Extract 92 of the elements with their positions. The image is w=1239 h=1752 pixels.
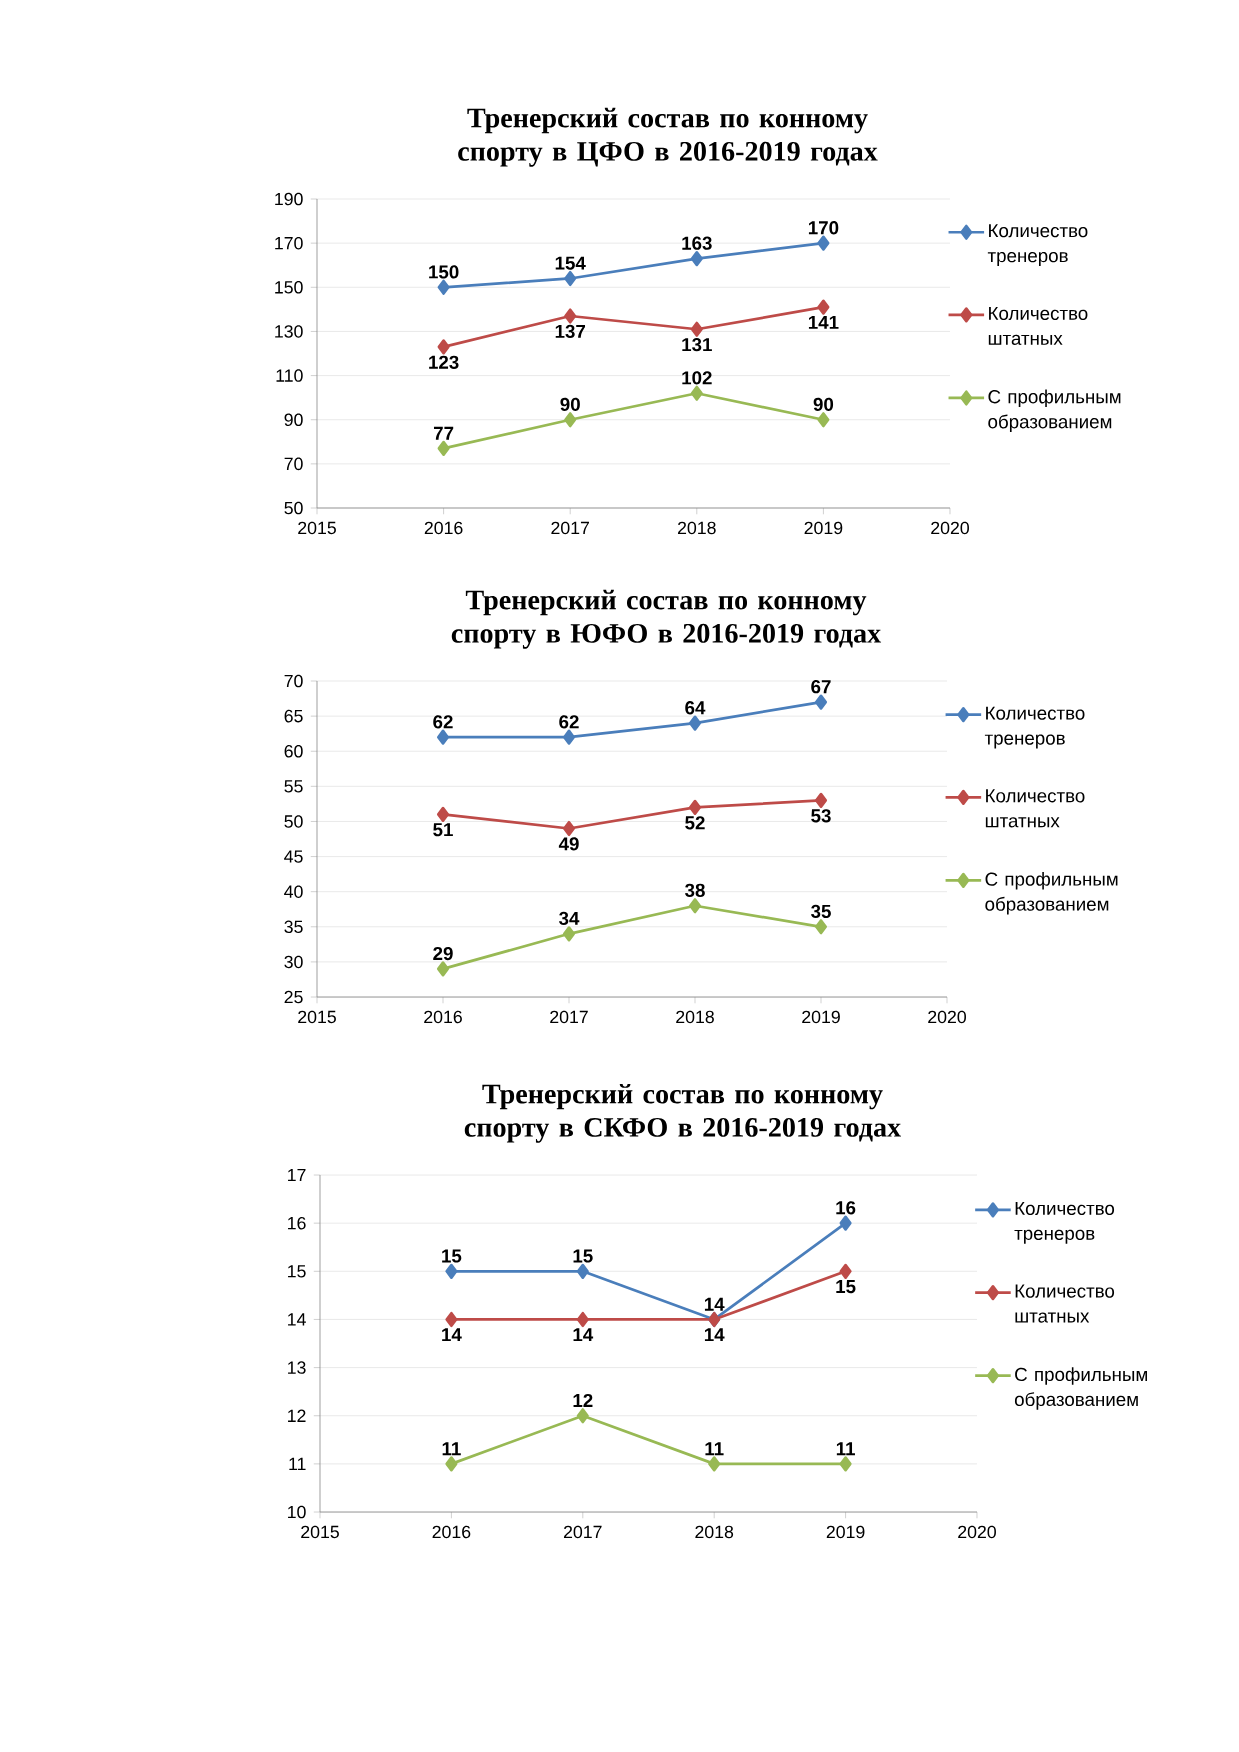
chart-title: Тренерский состав по конному спорту в ЦФО в 2016-2019 годах [458, 107, 878, 167]
y-tick-label: 90 [284, 413, 303, 426]
data-label: 14 [704, 1328, 725, 1342]
y-tick-label: 13 [288, 1361, 306, 1374]
y-tick-label: 16 [288, 1216, 306, 1230]
data-label: 123 [429, 355, 459, 369]
legend-label: Количество тренеров [984, 706, 1085, 749]
x-tick-label: 2019 [804, 521, 843, 535]
data-label: 16 [836, 1201, 856, 1215]
y-tick-label: 11 [289, 1457, 306, 1470]
y-tick-label: 10 [288, 1505, 306, 1519]
data-label: 163 [682, 236, 712, 250]
y-tick-label: 65 [284, 709, 303, 723]
data-label: 150 [429, 265, 459, 279]
y-tick-label: 170 [275, 236, 303, 250]
y-tick-label: 70 [284, 674, 303, 688]
y-tick-label: 17 [288, 1168, 306, 1182]
data-label: 62 [433, 715, 453, 729]
data-label: 154 [555, 256, 586, 270]
data-label: 11 [705, 1442, 724, 1456]
y-tick-label: 50 [284, 501, 303, 515]
data-label: 14 [704, 1297, 725, 1311]
legend-label: С профильным образованием [985, 872, 1118, 915]
data-label: 11 [442, 1442, 461, 1456]
data-label: 77 [433, 426, 454, 440]
y-tick-label: 150 [275, 281, 303, 294]
x-tick-label: 2016 [432, 1525, 471, 1539]
data-label: 67 [811, 680, 831, 694]
y-tick-label: 15 [288, 1265, 306, 1278]
data-label: 29 [433, 946, 453, 961]
x-tick-label: 2015 [298, 1010, 336, 1024]
y-tick-label: 12 [288, 1409, 306, 1422]
y-tick-label: 130 [275, 325, 303, 338]
y-tick-label: 55 [284, 780, 303, 793]
data-label: 90 [560, 397, 580, 411]
chart-title: Тренерский состав по конному спорту в СКФО в 2016-2019 годах [464, 1083, 902, 1143]
x-tick-label: 2017 [550, 1010, 588, 1024]
y-tick-label: 45 [284, 850, 303, 863]
data-label: 170 [808, 221, 839, 235]
data-label: 38 [685, 883, 705, 897]
y-tick-label: 60 [284, 744, 303, 758]
data-label: 34 [559, 911, 580, 926]
data-label: 137 [555, 324, 586, 339]
y-tick-label: 35 [284, 920, 303, 934]
y-tick-label: 14 [288, 1313, 306, 1326]
data-label: 35 [811, 904, 831, 919]
data-label: 90 [813, 397, 834, 411]
legend-label: Количество штатных [985, 789, 1085, 828]
x-tick-label: 2017 [563, 1525, 602, 1539]
y-tick-label: 190 [275, 192, 303, 206]
y-tick-label: 40 [284, 885, 303, 898]
legend-label: С профильным образованием [988, 389, 1121, 433]
legend-label: Количество штатных [1015, 1284, 1115, 1323]
data-label: 49 [558, 837, 579, 851]
data-label: 14 [442, 1328, 462, 1342]
x-tick-label: 2020 [931, 521, 969, 535]
x-tick-label: 2018 [677, 521, 716, 535]
x-tick-label: 2019 [826, 1525, 865, 1539]
data-label: 14 [573, 1328, 594, 1342]
x-tick-label: 2015 [298, 521, 336, 535]
x-tick-label: 2019 [802, 1010, 840, 1024]
x-tick-label: 2017 [551, 521, 589, 535]
data-label: 15 [442, 1249, 462, 1263]
y-tick-label: 50 [284, 815, 303, 828]
x-tick-label: 2020 [928, 1010, 966, 1024]
data-label: 62 [559, 715, 579, 729]
data-label: 102 [682, 371, 712, 385]
y-tick-label: 30 [284, 955, 303, 969]
x-tick-label: 2018 [695, 1525, 734, 1539]
y-tick-label: 25 [284, 990, 303, 1004]
data-label: 15 [573, 1249, 593, 1263]
data-label: 51 [433, 823, 453, 837]
legend-label: Количество штатных [988, 306, 1088, 345]
data-label: 131 [682, 337, 712, 352]
x-tick-label: 2016 [424, 521, 463, 535]
data-label: 11 [836, 1442, 855, 1456]
data-label: 141 [808, 315, 839, 329]
y-tick-label: 110 [276, 369, 303, 382]
y-tick-label: 70 [284, 457, 303, 471]
x-tick-label: 2020 [958, 1525, 996, 1539]
legend-label: Количество тренеров [987, 224, 1088, 267]
data-label: 64 [685, 701, 706, 715]
x-tick-label: 2015 [301, 1525, 339, 1539]
legend-label: С профильным образованием [1014, 1367, 1147, 1410]
x-tick-label: 2016 [424, 1010, 462, 1024]
x-tick-label: 2018 [676, 1010, 714, 1024]
data-label: 12 [573, 1393, 593, 1407]
data-label: 52 [685, 816, 705, 830]
data-label: 53 [811, 809, 831, 823]
chart-title: Тренерский состав по конному спорту в ЮФО в 2016-2019 годах [451, 589, 882, 649]
data-label: 15 [836, 1280, 856, 1294]
legend-label: Количество тренеров [1014, 1201, 1115, 1244]
